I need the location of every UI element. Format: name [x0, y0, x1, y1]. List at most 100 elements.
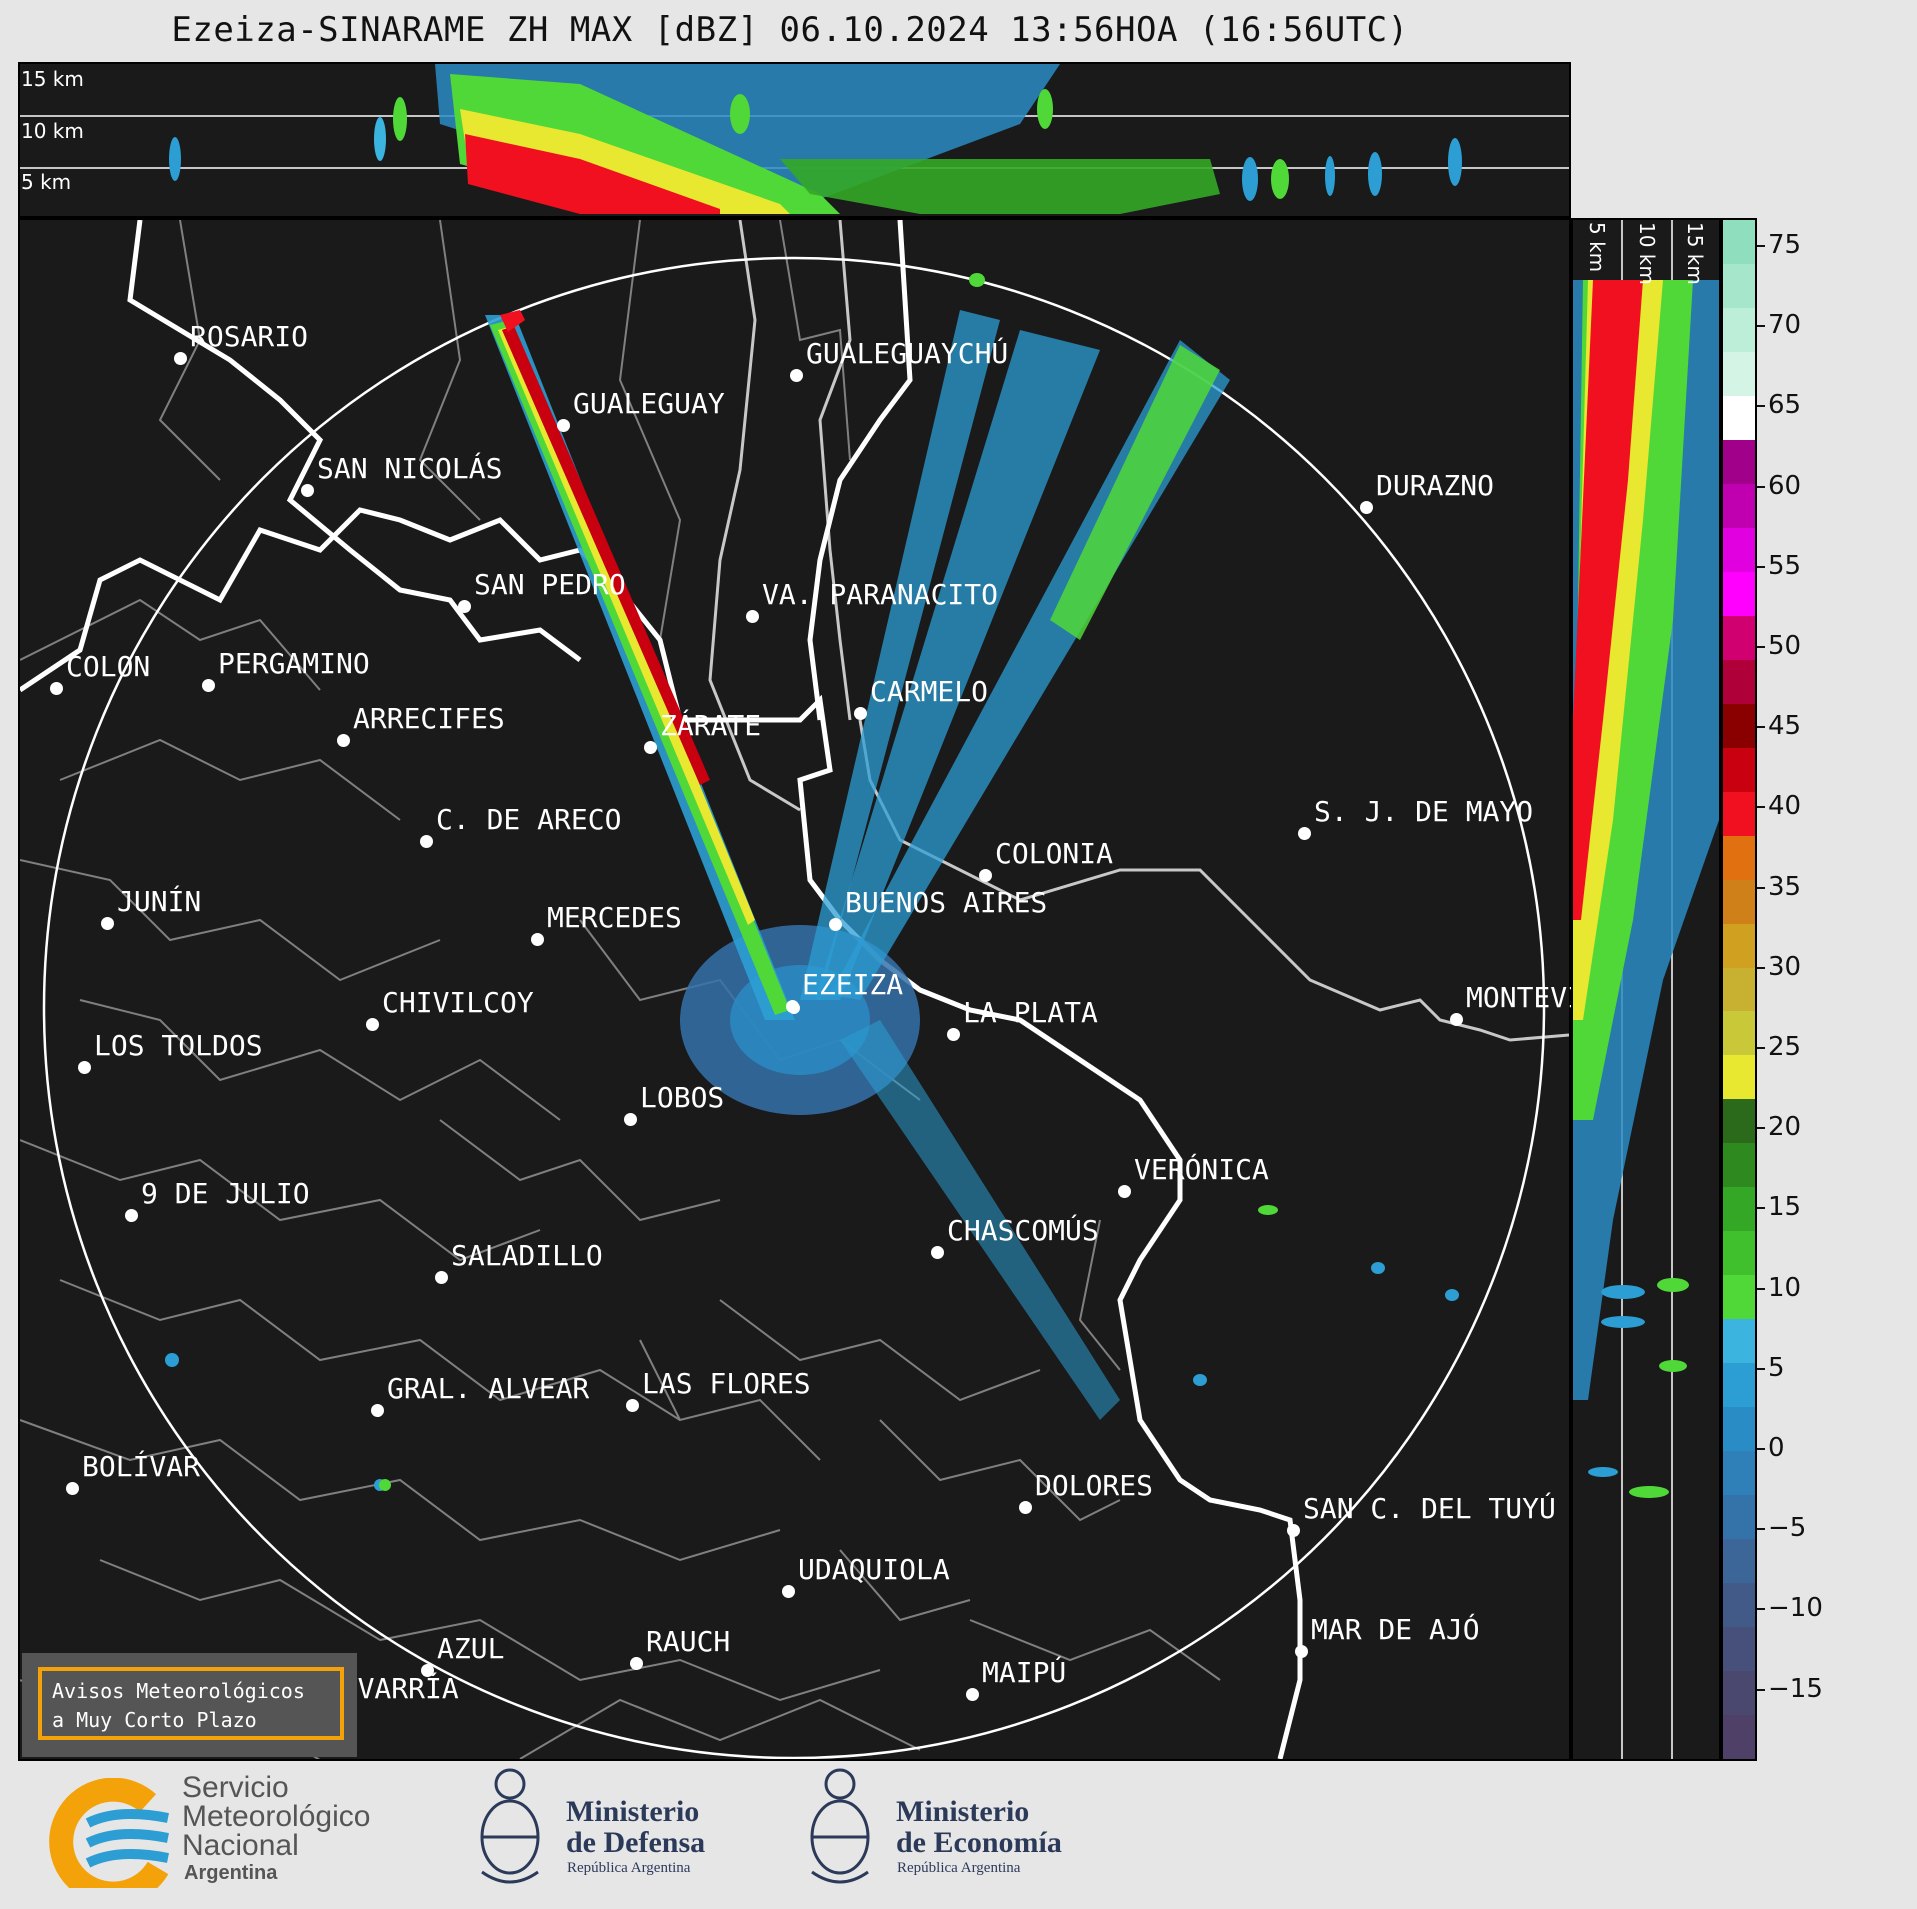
colorbar-tick-label: −15	[1768, 1673, 1823, 1704]
colorbar-segment	[1723, 1363, 1755, 1408]
height-label-5km: 5 km	[21, 170, 72, 194]
city-marker-dot	[746, 610, 759, 623]
smn-logo-icon	[49, 1778, 169, 1888]
colorbar-tick-mark	[1757, 565, 1765, 568]
city-marker-dot	[1360, 501, 1373, 514]
colorbar-tick-label: 30	[1768, 951, 1802, 982]
colorbar-tick-label: 50	[1768, 631, 1802, 661]
city-label: CHIVILCOY	[382, 986, 534, 1019]
argentina-coat-of-arms-icon	[480, 1768, 540, 1884]
colorbar-tick-mark	[1757, 1367, 1765, 1370]
defense-line-2: de Defensa	[566, 1826, 706, 1859]
smn-logo-text: Servicio Meteorológico Nacional	[182, 1771, 371, 1862]
colorbar-segment	[1723, 1143, 1755, 1188]
smn-line-1: Servicio	[182, 1771, 289, 1804]
city-label: LOBOS	[640, 1081, 725, 1114]
city-marker-dot	[50, 682, 63, 695]
city-marker-dot	[301, 484, 314, 497]
city-marker-dot	[421, 1664, 434, 1677]
city-label: LA PLATA	[963, 996, 1098, 1029]
colorbar-segment	[1723, 703, 1755, 749]
colorbar-segment	[1723, 1011, 1755, 1056]
colorbar-tick-label: 0	[1768, 1433, 1785, 1463]
colorbar-segment	[1723, 615, 1755, 661]
colorbar-segment	[1723, 879, 1755, 925]
colorbar-tick-label: 55	[1768, 550, 1802, 581]
city-label: VA. PARANACITO	[762, 578, 999, 611]
colorbar-tick-label: 35	[1768, 871, 1802, 902]
colorbar-segment	[1723, 1627, 1755, 1672]
side-cross-section-echo	[1573, 220, 1719, 1759]
colorbar-segment	[1723, 1055, 1755, 1100]
colorbar-tick-mark	[1757, 245, 1765, 247]
smn-line-3: Nacional	[182, 1829, 299, 1862]
city-label: UDAQUIOLA	[798, 1553, 950, 1586]
city-marker-dot	[782, 1585, 795, 1598]
colorbar-segment	[1723, 1407, 1755, 1452]
river-branch	[708, 220, 801, 812]
colorbar-segment	[1723, 923, 1755, 968]
colorbar-segment	[1723, 1715, 1755, 1760]
colorbar-segment	[1723, 527, 1755, 573]
city-label: BUENOS AIRES	[845, 886, 1048, 919]
colorbar-segment	[1723, 1539, 1755, 1584]
city-marker-dot	[371, 1404, 384, 1417]
city-label: MAIPÚ	[982, 1656, 1067, 1689]
colorbar-segment	[1723, 1495, 1755, 1540]
very-short-term-warnings-notice[interactable]: Avisos Meteorológicos a Muy Corto Plazo	[38, 1667, 344, 1740]
city-label: JUNÍN	[117, 885, 202, 918]
colorbar-tick-label: −5	[1768, 1513, 1807, 1544]
city-label: MERCEDES	[547, 901, 682, 934]
coastline	[20, 507, 1303, 1759]
city-marker-dot	[626, 1399, 639, 1412]
economy-line-1: Ministerio	[896, 1795, 1030, 1828]
colorbar-tick-label: 40	[1768, 791, 1802, 822]
city-label: DURAZNO	[1376, 469, 1495, 502]
colorbar-tick-mark	[1757, 806, 1765, 809]
colorbar-tick-mark	[1757, 405, 1765, 408]
colorbar-segment	[1723, 395, 1755, 441]
city-marker-dot	[829, 918, 842, 931]
city-marker-dot	[174, 352, 187, 365]
city-marker-dot	[1298, 827, 1311, 840]
smn-line-4: Argentina	[184, 1862, 278, 1884]
colorbar-segment	[1723, 1583, 1755, 1628]
colorbar-tick-label: 15	[1768, 1192, 1802, 1223]
city-label: BOLÍVAR	[82, 1450, 201, 1483]
top-cross-section: 15 km 10 km 5 km	[18, 62, 1571, 218]
city-marker-dot	[1295, 1645, 1308, 1658]
colorbar-tick-mark	[1757, 886, 1765, 889]
city-label: COLONIA	[995, 837, 1114, 870]
colorbar-segment	[1723, 571, 1755, 617]
economy-ministry-subtitle: República Argentina	[897, 1860, 1021, 1876]
colorbar-segment	[1723, 1671, 1755, 1716]
parana-river	[127, 220, 582, 662]
colorbar-tick-label: 65	[1768, 390, 1802, 421]
colorbar-tick-label: 70	[1768, 310, 1802, 341]
city-marker-dot	[624, 1113, 637, 1126]
city-marker-dot	[420, 835, 433, 848]
colorbar-tick-mark	[1757, 646, 1765, 648]
colorbar-tick-mark	[1757, 1047, 1765, 1049]
chart-title: Ezeiza-SINARAME ZH MAX [dBZ] 06.10.2024 …	[171, 10, 1409, 50]
city-label: VERÓNICA	[1134, 1153, 1269, 1186]
city-label: DOLORES	[1035, 1469, 1154, 1502]
colorbar-tick-label: 25	[1768, 1032, 1802, 1062]
colorbar-segment	[1723, 220, 1755, 265]
city-label: EZEIZA	[802, 968, 904, 1001]
colorbar-tick-mark	[1757, 1448, 1765, 1450]
colorbar-segment	[1723, 1187, 1755, 1232]
city-label: COLON	[66, 650, 151, 683]
city-marker-dot	[78, 1061, 91, 1074]
argentina-coat-of-arms-icon-2	[810, 1768, 870, 1884]
smn-line-2: Meteorológico	[182, 1800, 371, 1833]
colorbar-tick-mark	[1757, 325, 1765, 328]
city-marker-dot	[947, 1028, 960, 1041]
colorbar-segment	[1723, 483, 1755, 529]
city-label: MONTEVIDEO	[1466, 981, 1571, 1014]
city-marker-dot	[1019, 1501, 1032, 1514]
colorbar-tick-mark	[1757, 1608, 1765, 1611]
city-label: SAN C. DEL TUYÚ	[1303, 1492, 1556, 1525]
colorbar-tick-label: 5	[1768, 1352, 1785, 1383]
city-label: 9 DE JULIO	[141, 1177, 310, 1210]
